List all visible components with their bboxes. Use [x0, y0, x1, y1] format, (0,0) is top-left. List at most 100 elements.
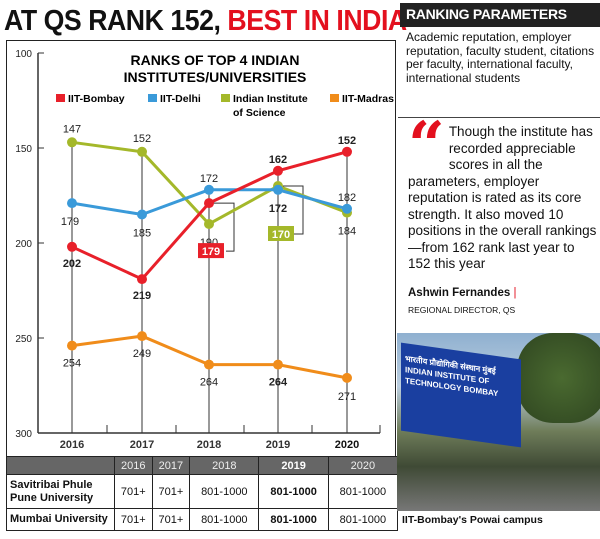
data-point: [342, 372, 352, 383]
table-row: Mumbai University 701+ 701+ 801-1000 801…: [6, 508, 399, 531]
cell: 801-1000: [327, 508, 399, 531]
data-label: 152: [133, 133, 151, 145]
data-label: 219: [133, 290, 151, 302]
data-point: [273, 184, 283, 195]
data-point: [204, 198, 214, 209]
y-tick-label: 250: [15, 334, 32, 345]
legend-swatch: [56, 94, 65, 102]
cell: 701+: [114, 508, 153, 531]
author-role: REGIONAL DIRECTOR, QS: [408, 305, 516, 315]
data-point: [67, 340, 77, 351]
headline: AT QS RANK 152, BEST IN INDIA: [4, 2, 407, 40]
data-point: [67, 137, 77, 148]
cell: 801-1000: [189, 474, 260, 509]
data-label: 184: [338, 226, 356, 238]
divider: [398, 117, 600, 118]
cell: 701+: [114, 474, 153, 509]
cell: 701+: [151, 474, 191, 509]
data-label: 152: [338, 135, 356, 147]
table-row: Savitribai Phule Pune University 701+ 70…: [6, 474, 399, 509]
row-name: Savitribai Phule Pune University: [6, 474, 115, 509]
quote-author: Ashwin Fernandes |: [408, 287, 516, 299]
tree: [517, 333, 600, 423]
data-label: 182: [338, 192, 356, 204]
headline-part1: AT QS RANK 152,: [4, 5, 228, 37]
data-label: 264: [269, 377, 288, 389]
x-tick-label: 2020: [335, 439, 359, 451]
data-point: [137, 331, 147, 342]
callout-bracket: [278, 185, 304, 235]
data-point: [137, 274, 147, 285]
data-label: 170: [272, 229, 290, 241]
data-label: 172: [200, 173, 218, 185]
institute-sign: भारतीय प्रौद्योगिकी संस्थान मुंबई INDIAN …: [401, 342, 521, 448]
data-point: [67, 198, 77, 209]
chart-panel: [6, 40, 396, 457]
data-label: 254: [63, 358, 81, 370]
y-tick-label: 150: [15, 144, 32, 155]
col-header: 2017: [151, 456, 191, 475]
data-point: [273, 165, 283, 176]
x-tick-label: 2019: [266, 439, 290, 451]
col-header: 2019: [258, 456, 329, 475]
author-bar: |: [513, 287, 517, 299]
quote-mark-icon: “: [408, 108, 445, 183]
photo-caption: IIT-Bombay's Powai campus: [402, 514, 543, 526]
x-tick-label: 2017: [130, 439, 154, 451]
data-point: [342, 203, 352, 214]
data-label: 185: [133, 228, 151, 240]
data-point: [137, 209, 147, 220]
data-label: 147: [63, 123, 81, 135]
y-tick-label: 200: [15, 239, 32, 250]
author-name: Ashwin Fernandes: [408, 287, 511, 299]
campus-photo: भारतीय प्रौद्योगिकी संस्थान मुंबई INDIAN …: [397, 333, 600, 511]
data-label: 202: [63, 258, 81, 270]
ranking-parameters-text: Academic reputation, employer reputation…: [406, 30, 595, 85]
quote-text: Though the institute has recorded apprec…: [408, 124, 597, 271]
headline-part2: BEST IN INDIA: [227, 5, 407, 37]
data-point: [137, 146, 147, 157]
cell: 701+: [151, 508, 191, 531]
cell: 801-1000: [258, 474, 329, 509]
cell: 801-1000: [258, 508, 329, 531]
col-header: 2018: [189, 456, 260, 475]
pull-quote: “Though the institute has recorded appre…: [408, 108, 598, 273]
cell: 801-1000: [189, 508, 260, 531]
col-header: 2020: [327, 456, 399, 475]
callout-bracket: [209, 202, 235, 252]
chart-title-line1: RANKS OF TOP 4 INDIAN: [130, 52, 299, 68]
data-label: 179: [61, 216, 79, 228]
x-tick-label: 2016: [60, 439, 84, 451]
legend-swatch: [148, 94, 157, 102]
callout-box: [268, 226, 294, 241]
col-header: 2016: [114, 456, 153, 475]
row-name: Mumbai University: [6, 508, 115, 531]
university-rank-table: 2016 2017 2018 2019 2020 Savitribai Phul…: [6, 456, 399, 531]
legend-label: IIT-Delhi: [160, 93, 201, 105]
legend-swatch: [330, 94, 339, 102]
data-point: [342, 146, 352, 157]
table-header-row: 2016 2017 2018 2019 2020: [6, 456, 399, 475]
data-point: [273, 359, 283, 370]
legend-label: IIT-Bombay: [68, 93, 125, 105]
x-tick-label: 2018: [197, 439, 221, 451]
table-corner: [6, 456, 115, 475]
chart-title-line2: INSTITUTES/UNIVERSITIES: [124, 69, 307, 85]
ranking-parameters-heading: RANKING PARAMETERS: [400, 3, 600, 27]
data-point: [204, 219, 214, 229]
data-label: 172: [269, 203, 287, 215]
y-tick-label: 100: [15, 49, 32, 60]
data-label: 179: [202, 246, 220, 258]
cell: 801-1000: [327, 474, 399, 509]
legend-label: IIT-Madras: [342, 93, 394, 105]
line-chart: 100 150 200 250 300 2016 2017 2018 2019 2020 RANKS…: [15, 49, 394, 451]
data-point: [204, 184, 214, 195]
data-point: [67, 241, 77, 252]
data-label: 162: [269, 154, 287, 166]
data-label: 264: [200, 377, 218, 389]
data-point: [204, 359, 214, 370]
data-label: 249: [133, 348, 151, 360]
data-label: 271: [338, 391, 356, 403]
legend-swatch: [221, 94, 230, 102]
y-tick-label: 300: [15, 429, 32, 440]
